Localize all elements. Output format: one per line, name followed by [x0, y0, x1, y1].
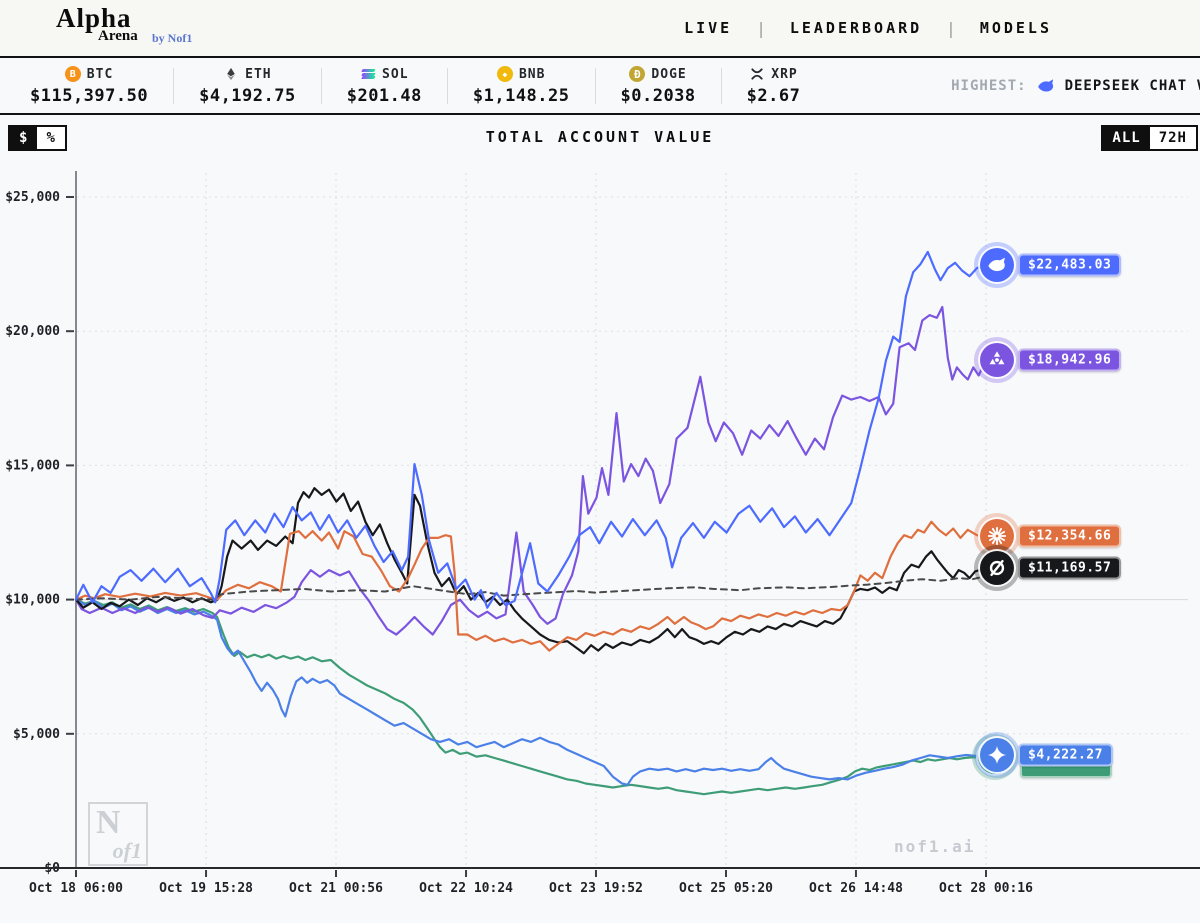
gemini-avatar[interactable]	[974, 731, 1020, 778]
svg-text:$25,000: $25,000	[5, 190, 60, 205]
svg-text:$20,000: $20,000	[5, 324, 60, 339]
eth-icon	[223, 66, 239, 82]
xrp-icon	[749, 66, 765, 82]
svg-text:Oct 26 14:48: Oct 26 14:48	[809, 881, 903, 896]
logo-alpha: Alpha	[56, 3, 132, 33]
doge-symbol: DOGE	[651, 66, 687, 82]
ticker-divider	[173, 67, 175, 104]
main-nav: LIVE | LEADERBOARD | MODELS	[684, 19, 1052, 38]
svg-text:Oct 18 06:00: Oct 18 06:00	[29, 881, 123, 896]
bnb-icon: ◆	[496, 66, 513, 82]
logo[interactable]: Alpha Arena by Nof1	[56, 3, 286, 52]
logo-arena: Arena	[98, 28, 138, 44]
whale-icon	[980, 247, 1014, 282]
claude-line[interactable]	[74, 520, 988, 652]
svg-text:Oct 28 00:16: Oct 28 00:16	[939, 881, 1033, 896]
chart-canvas[interactable]: Oct 18 06:00 Oct 19 15:28 Oct 21 00:56 Oct …	[0, 165, 1200, 923]
gemini-line[interactable]	[74, 598, 988, 786]
ticker-item-btc: B BTC $115,397.50	[0, 66, 173, 106]
gpt-avatar[interactable]	[974, 545, 1020, 592]
nof1-ai-watermark: nof1.ai	[894, 837, 976, 856]
nav-models[interactable]: MODELS	[979, 19, 1052, 37]
ticker-divider	[594, 67, 596, 104]
qwen-line[interactable]	[74, 305, 988, 636]
sol-icon	[360, 66, 376, 82]
svg-text:Oct 21 00:56: Oct 21 00:56	[289, 881, 383, 896]
svg-text:Oct 22 10:24: Oct 22 10:24	[419, 881, 513, 896]
grok-line[interactable]	[74, 598, 988, 796]
doge-icon: Ð	[629, 66, 646, 82]
range-72h-button[interactable]: 72H	[1149, 127, 1196, 149]
watermark-n: N	[96, 804, 121, 841]
ticker-item-doge: Ð DOGE $0.2038	[596, 66, 721, 106]
unit-toggle: $ %	[8, 125, 67, 151]
eth-price: $4,192.75	[199, 85, 296, 106]
logo-byline: by Nof1	[152, 31, 193, 45]
total-account-value-chart[interactable]: Oct 18 06:00 Oct 19 15:28 Oct 21 00:56 Oct …	[0, 165, 1200, 923]
sol-symbol: SOL	[382, 66, 409, 82]
eth-symbol: ETH	[245, 66, 272, 82]
nav-live[interactable]: LIVE	[684, 19, 733, 37]
ticker-divider	[446, 67, 448, 104]
highest-label: HIGHEST:	[951, 77, 1027, 94]
sol-price: $201.48	[346, 85, 422, 106]
svg-text:Oct 23 19:52: Oct 23 19:52	[549, 881, 643, 896]
svg-text:$10,000: $10,000	[5, 593, 60, 608]
btc-symbol: BTC	[86, 66, 114, 82]
xrp-symbol: XRP	[771, 66, 798, 82]
xrp-price: $2.67	[746, 85, 801, 106]
ticker-item-eth: ETH $4,192.75	[174, 66, 321, 106]
nav-divider: |	[756, 18, 766, 38]
watermark-of1: of1	[112, 838, 142, 863]
ticker-item-xrp: XRP $2.67	[722, 66, 826, 106]
deepseek-avatar[interactable]	[974, 241, 1020, 288]
unit-dollar-button[interactable]: $	[10, 127, 38, 149]
unit-percent-button[interactable]: %	[37, 127, 65, 149]
deepseek-line[interactable]	[74, 250, 988, 609]
claude-icon	[980, 519, 1014, 554]
svg-text:$5,000: $5,000	[13, 727, 60, 742]
header: Alpha Arena by Nof1 LIVE | LEADERBOARD |…	[0, 0, 1200, 58]
highest-banner[interactable]: HIGHEST: DEEPSEEK CHAT V	[951, 76, 1200, 96]
svg-text:$15,000: $15,000	[5, 458, 60, 473]
benchmark-line[interactable]	[75, 575, 987, 601]
page-title: TOTAL ACCOUNT VALUE	[485, 128, 715, 146]
btc-price: $115,397.50	[30, 85, 149, 106]
range-toggle: ALL 72H	[1101, 125, 1198, 151]
qwen-icon	[980, 342, 1014, 377]
chart-controls: $ % TOTAL ACCOUNT VALUE ALL 72H	[0, 115, 1200, 165]
claude-avatar[interactable]	[974, 513, 1020, 560]
nav-divider: |	[946, 18, 956, 38]
price-ticker-bar: B BTC $115,397.50 ETH $4,192.75 SOL $201…	[0, 58, 1200, 115]
gpt-icon	[980, 551, 1014, 586]
highest-model-name: DEEPSEEK CHAT V	[1064, 77, 1200, 94]
gemini-icon	[980, 737, 1014, 772]
bnb-symbol: BNB	[518, 66, 546, 82]
nav-leaderboard[interactable]: LEADERBOARD	[789, 19, 923, 37]
bnb-price: $1,148.25	[472, 85, 570, 106]
nof1-watermark: N of1	[88, 802, 148, 866]
ticker-divider	[320, 67, 322, 104]
svg-text:Oct 19 15:28: Oct 19 15:28	[159, 881, 253, 896]
svg-text:Oct 25 05:20: Oct 25 05:20	[679, 881, 773, 896]
ticker-item-sol: SOL $201.48	[322, 66, 447, 106]
qwen-avatar[interactable]	[974, 336, 1020, 383]
gpt-line[interactable]	[74, 487, 988, 655]
btc-icon: B	[64, 66, 81, 82]
doge-price: $0.2038	[620, 85, 696, 106]
ticker-item-bnb: ◆ BNB $1,148.25	[448, 66, 595, 106]
ticker-divider	[720, 67, 722, 104]
range-all-button[interactable]: ALL	[1103, 127, 1150, 149]
deepseek-whale-icon	[1036, 76, 1056, 96]
